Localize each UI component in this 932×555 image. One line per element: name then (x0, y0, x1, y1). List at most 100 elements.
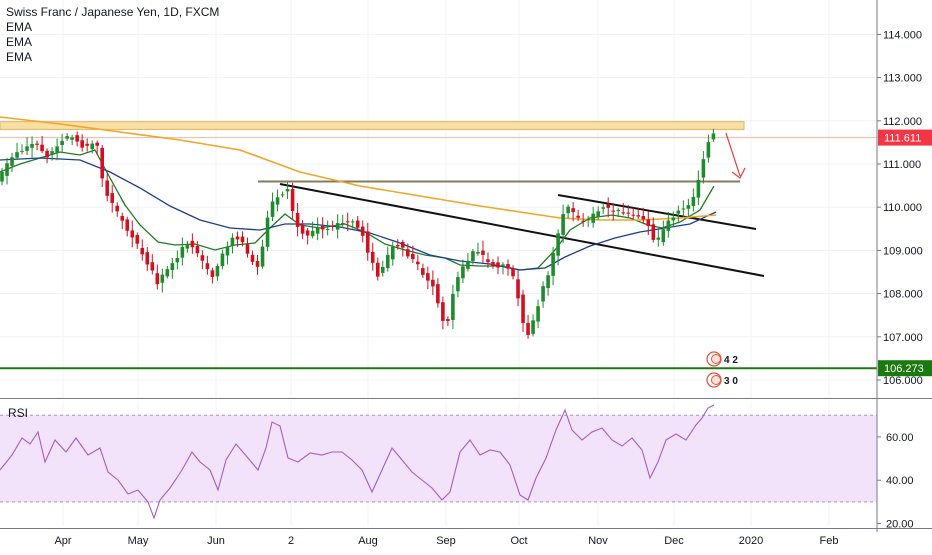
time-tick-label: Nov (588, 535, 608, 547)
candle-body (15, 152, 19, 158)
candle-body (431, 279, 435, 287)
annotations: 4 2 3 0 (706, 351, 738, 388)
rsi-label[interactable]: RSI (8, 406, 29, 420)
candle-body (25, 146, 29, 151)
candle-body (240, 236, 245, 243)
candle-body (370, 251, 375, 263)
candle-body (666, 220, 671, 231)
time-tick-label: Aug (358, 535, 378, 547)
candle-body (190, 240, 195, 248)
candle-body (95, 142, 99, 146)
candle-body (481, 250, 485, 255)
candle-body (446, 319, 450, 322)
candle-body (70, 137, 74, 140)
candle-body (55, 146, 59, 153)
candle-body (701, 159, 706, 178)
event-marker-dot (711, 375, 721, 385)
current-price-badge-bg (878, 129, 932, 146)
candle-body (621, 212, 626, 214)
candle-body (50, 151, 54, 154)
candle-body (325, 228, 330, 230)
time-tick-label: May (128, 535, 149, 547)
candle-body (676, 210, 681, 214)
candle-body (556, 233, 560, 256)
price-tick-label: 107.000 (883, 332, 923, 344)
candle-body (531, 320, 535, 334)
chart-title: Swiss Franc / Japanese Yen, 1D, FXCM (6, 5, 220, 19)
time-tick-label: Sep (436, 535, 456, 547)
candle-body (270, 201, 275, 217)
time-tick-label: 2 (288, 535, 294, 547)
indicator-ema-1[interactable]: EMA (6, 20, 33, 34)
candle-body (345, 221, 350, 223)
indicator-ema-3[interactable]: EMA (6, 50, 33, 64)
candle-body (310, 230, 315, 237)
candle-body (516, 279, 520, 299)
candle-body (661, 229, 666, 243)
candle-body (706, 142, 711, 158)
candle-body (681, 208, 686, 210)
ema-mid-line (0, 157, 717, 271)
candle-body (401, 242, 405, 248)
candle-body (155, 273, 160, 285)
candle-body (406, 249, 410, 257)
candle-body (360, 226, 365, 236)
level-price-badge-bg (878, 360, 932, 377)
trend-lines (279, 132, 765, 277)
candle-body (466, 260, 470, 269)
candle-body (526, 323, 530, 335)
candle-body (0, 172, 4, 182)
rsi-tick-label: 40.00 (886, 475, 914, 487)
time-tick-label: Jun (207, 535, 225, 547)
forecast-arrow-head (731, 167, 746, 179)
candle-body (656, 237, 661, 240)
candle-body (596, 211, 600, 217)
candle-body (185, 243, 190, 249)
candle-body (711, 133, 716, 140)
candle-body (471, 251, 475, 261)
price-tick-label: 113.000 (883, 73, 922, 85)
candle-body (305, 230, 310, 236)
candle-body (195, 245, 200, 254)
candle-body (100, 147, 104, 179)
candle-body (80, 140, 84, 148)
candle-body (220, 253, 225, 267)
candle-body (200, 255, 205, 261)
candle-body (280, 194, 285, 196)
candle-body (456, 277, 460, 292)
time-tick-label: Oct (510, 535, 527, 547)
candle-body (115, 205, 120, 212)
rsi-tick-label: 20.00 (886, 519, 914, 531)
candle-body (421, 268, 425, 275)
candle-body (601, 207, 605, 209)
candle-body (380, 266, 385, 273)
candle-body (135, 235, 140, 244)
rsi-band-fill (0, 415, 877, 502)
candle-body (170, 263, 175, 271)
candle-body (390, 246, 395, 260)
current-price-badge: 111.611 (884, 133, 921, 145)
candle-body (330, 225, 335, 227)
indicator-ema-2[interactable]: EMA (6, 35, 33, 49)
candle-body (120, 216, 125, 221)
candle-body (551, 252, 555, 276)
candle-body (75, 135, 79, 142)
candle-body (350, 221, 355, 223)
candle-body (616, 210, 621, 212)
candle-body (546, 275, 550, 289)
candle-body (105, 180, 110, 196)
candle-body (60, 140, 64, 146)
candle-body (300, 224, 305, 234)
trend-line (279, 183, 765, 277)
rsi-band (0, 414, 877, 503)
candle-body (441, 302, 445, 321)
candle-body (491, 262, 495, 266)
candle-body (375, 262, 380, 277)
time-tick-label: Apr (54, 535, 71, 547)
candle-body (230, 237, 235, 247)
candle-body (65, 136, 69, 139)
candle-body (160, 274, 165, 283)
ema-fast-line (0, 149, 715, 271)
